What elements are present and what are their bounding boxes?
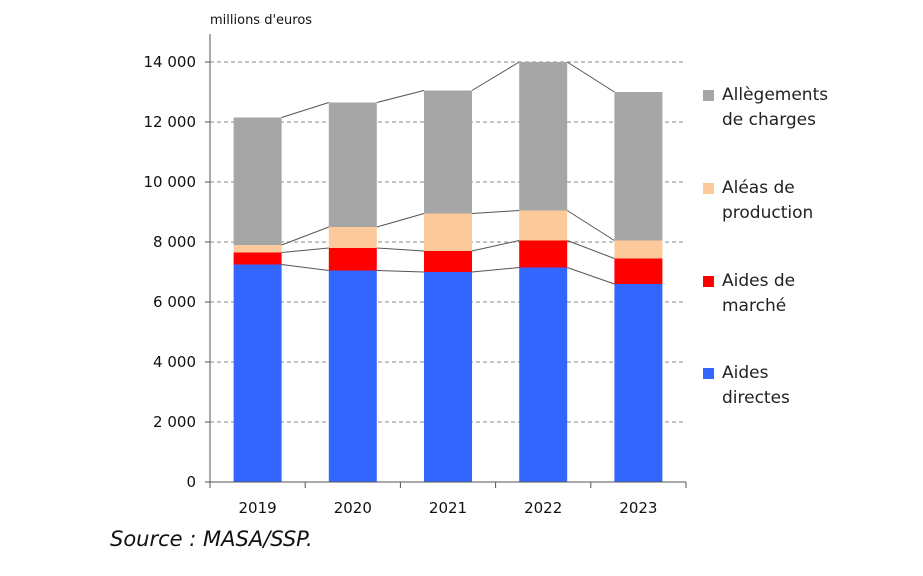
legend-swatch bbox=[703, 183, 714, 194]
series-connector bbox=[376, 213, 425, 228]
bar-segment bbox=[424, 90, 472, 214]
series-connector bbox=[566, 61, 615, 93]
series-connector bbox=[376, 270, 425, 273]
series-connector-lines bbox=[281, 61, 615, 285]
bar-segment bbox=[328, 102, 377, 227]
bar-segment bbox=[424, 251, 472, 272]
bar-segment bbox=[328, 248, 377, 271]
series-connector bbox=[281, 102, 329, 118]
series-connector bbox=[567, 240, 615, 259]
y-tick-label: 6 000 bbox=[153, 293, 196, 311]
x-tick-label: 2022 bbox=[524, 499, 562, 517]
legend-label: Allègements bbox=[722, 85, 828, 105]
legend-swatch bbox=[703, 276, 714, 287]
bar-segment bbox=[424, 213, 472, 251]
y-tick-label: 4 000 bbox=[153, 353, 196, 371]
x-tick-label: 2023 bbox=[619, 499, 657, 517]
bar-segment bbox=[614, 284, 663, 482]
bar-segment bbox=[233, 252, 282, 265]
stacked-bar-chart: 0 2 000 4 000 6 000 8 000 10 000 12 000 14 000 2… bbox=[144, 13, 829, 517]
bar-segment bbox=[233, 264, 282, 482]
bar-segment bbox=[614, 92, 663, 241]
bar-segment bbox=[614, 258, 663, 284]
legend-label: Aléas de bbox=[722, 178, 795, 198]
series-connector bbox=[281, 264, 329, 271]
series-connector bbox=[281, 247, 329, 253]
bar-segment bbox=[519, 62, 568, 211]
series-connector bbox=[567, 267, 615, 285]
bars bbox=[233, 62, 663, 482]
series-connector bbox=[566, 210, 615, 241]
legend: Allègements de charges Aléas de production A… bbox=[703, 85, 828, 408]
bar-segment bbox=[424, 272, 472, 482]
x-tick-label: 2021 bbox=[429, 499, 467, 517]
bar-segment bbox=[328, 270, 377, 482]
legend-label: production bbox=[722, 203, 813, 223]
series-connector bbox=[376, 247, 425, 252]
series-connector bbox=[471, 61, 520, 91]
y-tick-label: 0 bbox=[186, 473, 196, 491]
legend-label: directes bbox=[722, 388, 790, 408]
legend-label: marché bbox=[722, 296, 786, 316]
series-connector bbox=[281, 226, 329, 246]
bar-segment bbox=[614, 240, 663, 259]
legend-label: Aides de bbox=[722, 271, 795, 291]
y-tick-label: 8 000 bbox=[153, 233, 196, 251]
bar-segment bbox=[233, 245, 282, 253]
axes: 0 2 000 4 000 6 000 8 000 10 000 12 000 14 000 2… bbox=[144, 34, 687, 517]
series-connector bbox=[471, 210, 520, 214]
legend-label: de charges bbox=[722, 110, 816, 130]
y-unit-label: millions d'euros bbox=[210, 13, 312, 28]
legend-label: Aides bbox=[722, 363, 769, 383]
series-connector bbox=[376, 90, 425, 103]
source-note: Source : MASA/SSP. bbox=[110, 527, 313, 551]
bar-segment bbox=[519, 240, 568, 268]
legend-swatch bbox=[703, 368, 714, 379]
x-tick-label: 2019 bbox=[239, 499, 277, 517]
series-connector bbox=[471, 240, 520, 252]
y-tick-label: 12 000 bbox=[144, 113, 197, 131]
x-tick-label: 2020 bbox=[334, 499, 372, 517]
bar-segment bbox=[233, 117, 282, 245]
bar-segment bbox=[519, 210, 568, 241]
bar-segment bbox=[519, 267, 568, 482]
series-connector bbox=[471, 267, 520, 273]
bar-segment bbox=[328, 227, 377, 248]
legend-swatch bbox=[703, 90, 714, 101]
y-tick-label: 2 000 bbox=[153, 413, 196, 431]
y-tick-label: 14 000 bbox=[144, 53, 197, 71]
y-tick-label: 10 000 bbox=[144, 173, 197, 191]
